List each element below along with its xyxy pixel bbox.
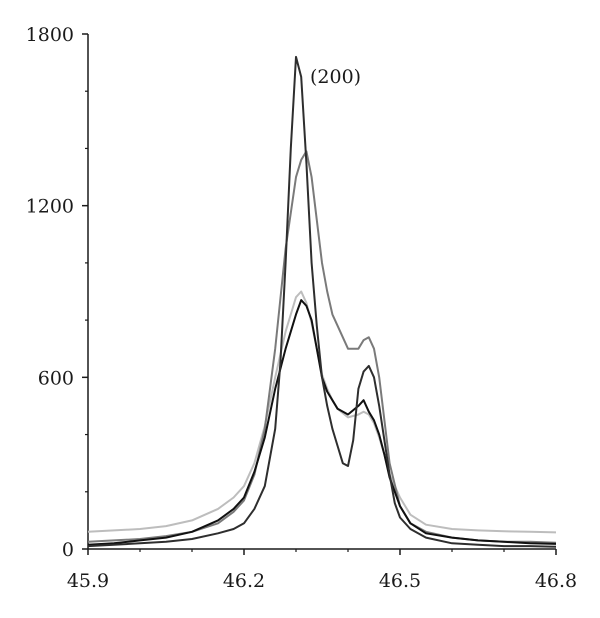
y-tick-label: 600 — [38, 367, 74, 389]
y-tick-label: 1800 — [26, 24, 74, 46]
series-layer — [87, 55, 557, 548]
x-tick-label: 45.9 — [67, 570, 109, 592]
y-tick-label: 1200 — [26, 196, 74, 218]
series-line-1 — [87, 55, 557, 548]
x-tick-label: 46.2 — [223, 570, 265, 592]
peak-annotation-label: (200) — [310, 66, 361, 88]
y-tick-label: 0 — [62, 539, 74, 561]
x-tick-label: 46.8 — [535, 570, 577, 592]
series-line-3 — [87, 299, 557, 546]
axes — [87, 34, 556, 550]
x-ticks: 45.9 46.2 46.5 46.8 — [67, 549, 577, 592]
series-line-4 — [87, 290, 557, 534]
y-ticks: 0 600 1200 1800 — [26, 24, 88, 561]
x-tick-label: 46.5 — [379, 570, 421, 592]
series-line-2 — [87, 150, 557, 544]
